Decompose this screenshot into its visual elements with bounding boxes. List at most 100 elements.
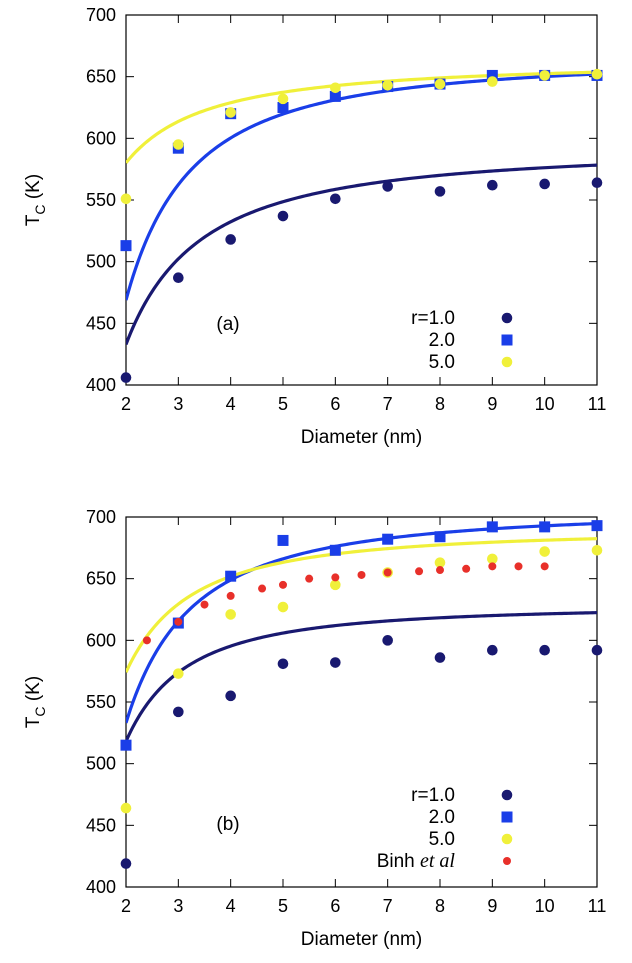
- x-tick-label: 3: [173, 896, 183, 916]
- data-point-series-1: [329, 90, 341, 102]
- legend-marker-series-2: [501, 833, 513, 845]
- x-tick-label: 7: [383, 896, 393, 916]
- x-axis-title: Diameter (nm): [301, 427, 422, 448]
- plot-frame: [125, 14, 598, 386]
- x-tick-label: 8: [435, 394, 445, 414]
- data-point-series-1: [434, 531, 446, 543]
- data-point-series-3: [258, 584, 267, 593]
- legend-marker-series-1: [501, 811, 513, 823]
- data-point-series-2: [434, 78, 446, 90]
- fit-curve-series-1: [126, 72, 597, 301]
- data-point-series-0: [277, 210, 289, 222]
- data-point-series-2: [487, 76, 498, 87]
- x-axis-title: Diameter (nm): [301, 929, 422, 950]
- x-tick-label: 5: [278, 394, 288, 414]
- legend-label-series-1: 2.0: [429, 330, 455, 351]
- data-point-series-0: [225, 690, 236, 702]
- legend-label-series-0: r=1.0: [411, 308, 455, 329]
- x-tick-label: 5: [278, 896, 288, 916]
- data-point-series-3: [462, 564, 471, 573]
- data-point-series-2: [539, 546, 550, 557]
- data-point-series-3: [200, 600, 209, 609]
- fit-curve-series-1: [126, 521, 597, 724]
- x-tick-label: 9: [487, 896, 497, 916]
- y-tick-label: 450: [86, 313, 116, 333]
- data-point-series-1: [277, 534, 289, 546]
- x-tick-label: 3: [173, 394, 183, 414]
- data-point-series-2: [173, 668, 184, 679]
- y-tick-label: 600: [86, 630, 116, 650]
- data-point-series-0: [487, 179, 498, 191]
- data-point-series-0: [434, 652, 446, 663]
- data-point-series-2: [539, 70, 550, 81]
- data-point-series-0: [173, 706, 184, 718]
- data-point-series-1: [591, 520, 603, 532]
- data-point-series-2: [382, 80, 393, 91]
- data-point-series-0: [539, 178, 550, 190]
- panel-label: (b): [216, 814, 239, 835]
- legend-label-italic: et al: [420, 850, 455, 872]
- data-point-series-0: [225, 234, 236, 245]
- data-point-series-2: [120, 802, 132, 814]
- y-axis-title-unit: (K): [23, 676, 44, 707]
- data-point-series-2: [277, 601, 289, 613]
- data-point-series-1: [486, 69, 498, 81]
- legend-marker-series-0: [501, 789, 513, 801]
- data-point-series-1: [382, 533, 394, 545]
- fit-curve-series-2: [126, 70, 597, 164]
- data-point-series-2: [173, 139, 184, 150]
- x-tick-label: 6: [330, 896, 340, 916]
- data-point-series-2: [330, 82, 341, 94]
- y-tick-label: 550: [86, 692, 116, 712]
- data-point-series-1: [225, 570, 237, 582]
- data-point-series-3: [174, 617, 183, 626]
- data-point-series-3: [488, 562, 497, 571]
- data-point-series-0: [382, 635, 393, 646]
- data-point-series-0: [539, 644, 550, 656]
- y-axis-title: TC (K): [23, 174, 48, 226]
- legend-label-series-2: 5.0: [429, 352, 455, 373]
- data-point-series-2: [225, 609, 236, 620]
- data-point-series-0: [120, 372, 132, 383]
- data-point-series-0: [487, 644, 498, 656]
- data-point-series-1: [120, 739, 132, 751]
- x-tick-label: 7: [383, 394, 393, 414]
- data-point-series-3: [415, 567, 424, 576]
- y-axis-title-subscript: C: [32, 204, 48, 214]
- legend-label-series-2: 5.0: [429, 829, 455, 850]
- data-point-series-3: [514, 562, 523, 571]
- data-point-series-3: [383, 568, 392, 577]
- fit-curves: [126, 521, 597, 743]
- data-point-series-3: [331, 573, 340, 582]
- data-point-series-0: [434, 186, 446, 197]
- x-tick-label: 8: [435, 896, 445, 916]
- legend-marker-series-0: [501, 312, 513, 324]
- x-tick-label: 2: [121, 896, 131, 916]
- data-point-series-0: [120, 858, 132, 869]
- y-axis-title-main: T: [23, 214, 44, 226]
- data-point-series-0: [382, 181, 393, 192]
- data-point-series-2: [591, 545, 603, 556]
- y-tick-label: 550: [86, 190, 116, 210]
- y-tick-label: 650: [86, 67, 116, 87]
- data-point-series-2: [330, 579, 341, 591]
- data-point-series-0: [330, 193, 341, 205]
- data-point-series-3: [305, 574, 314, 583]
- y-axis-title-main: T: [23, 716, 44, 728]
- data-point-series-2: [277, 93, 289, 105]
- y-tick-label: 600: [86, 128, 116, 148]
- legend-marker-series-1: [501, 334, 513, 346]
- x-tick-label: 4: [226, 896, 236, 916]
- legend-marker-series-3: [503, 857, 511, 865]
- data-point-series-2: [591, 68, 603, 80]
- data-point-series-3: [540, 562, 549, 571]
- data-point-series-0: [591, 644, 603, 656]
- legend-marker-series-2: [501, 356, 513, 368]
- fit-curves: [126, 70, 597, 346]
- data-point-series-3: [142, 636, 151, 645]
- data-point-series-3: [226, 591, 235, 600]
- data-point-series-2: [225, 107, 236, 118]
- data-point-series-2: [434, 557, 446, 568]
